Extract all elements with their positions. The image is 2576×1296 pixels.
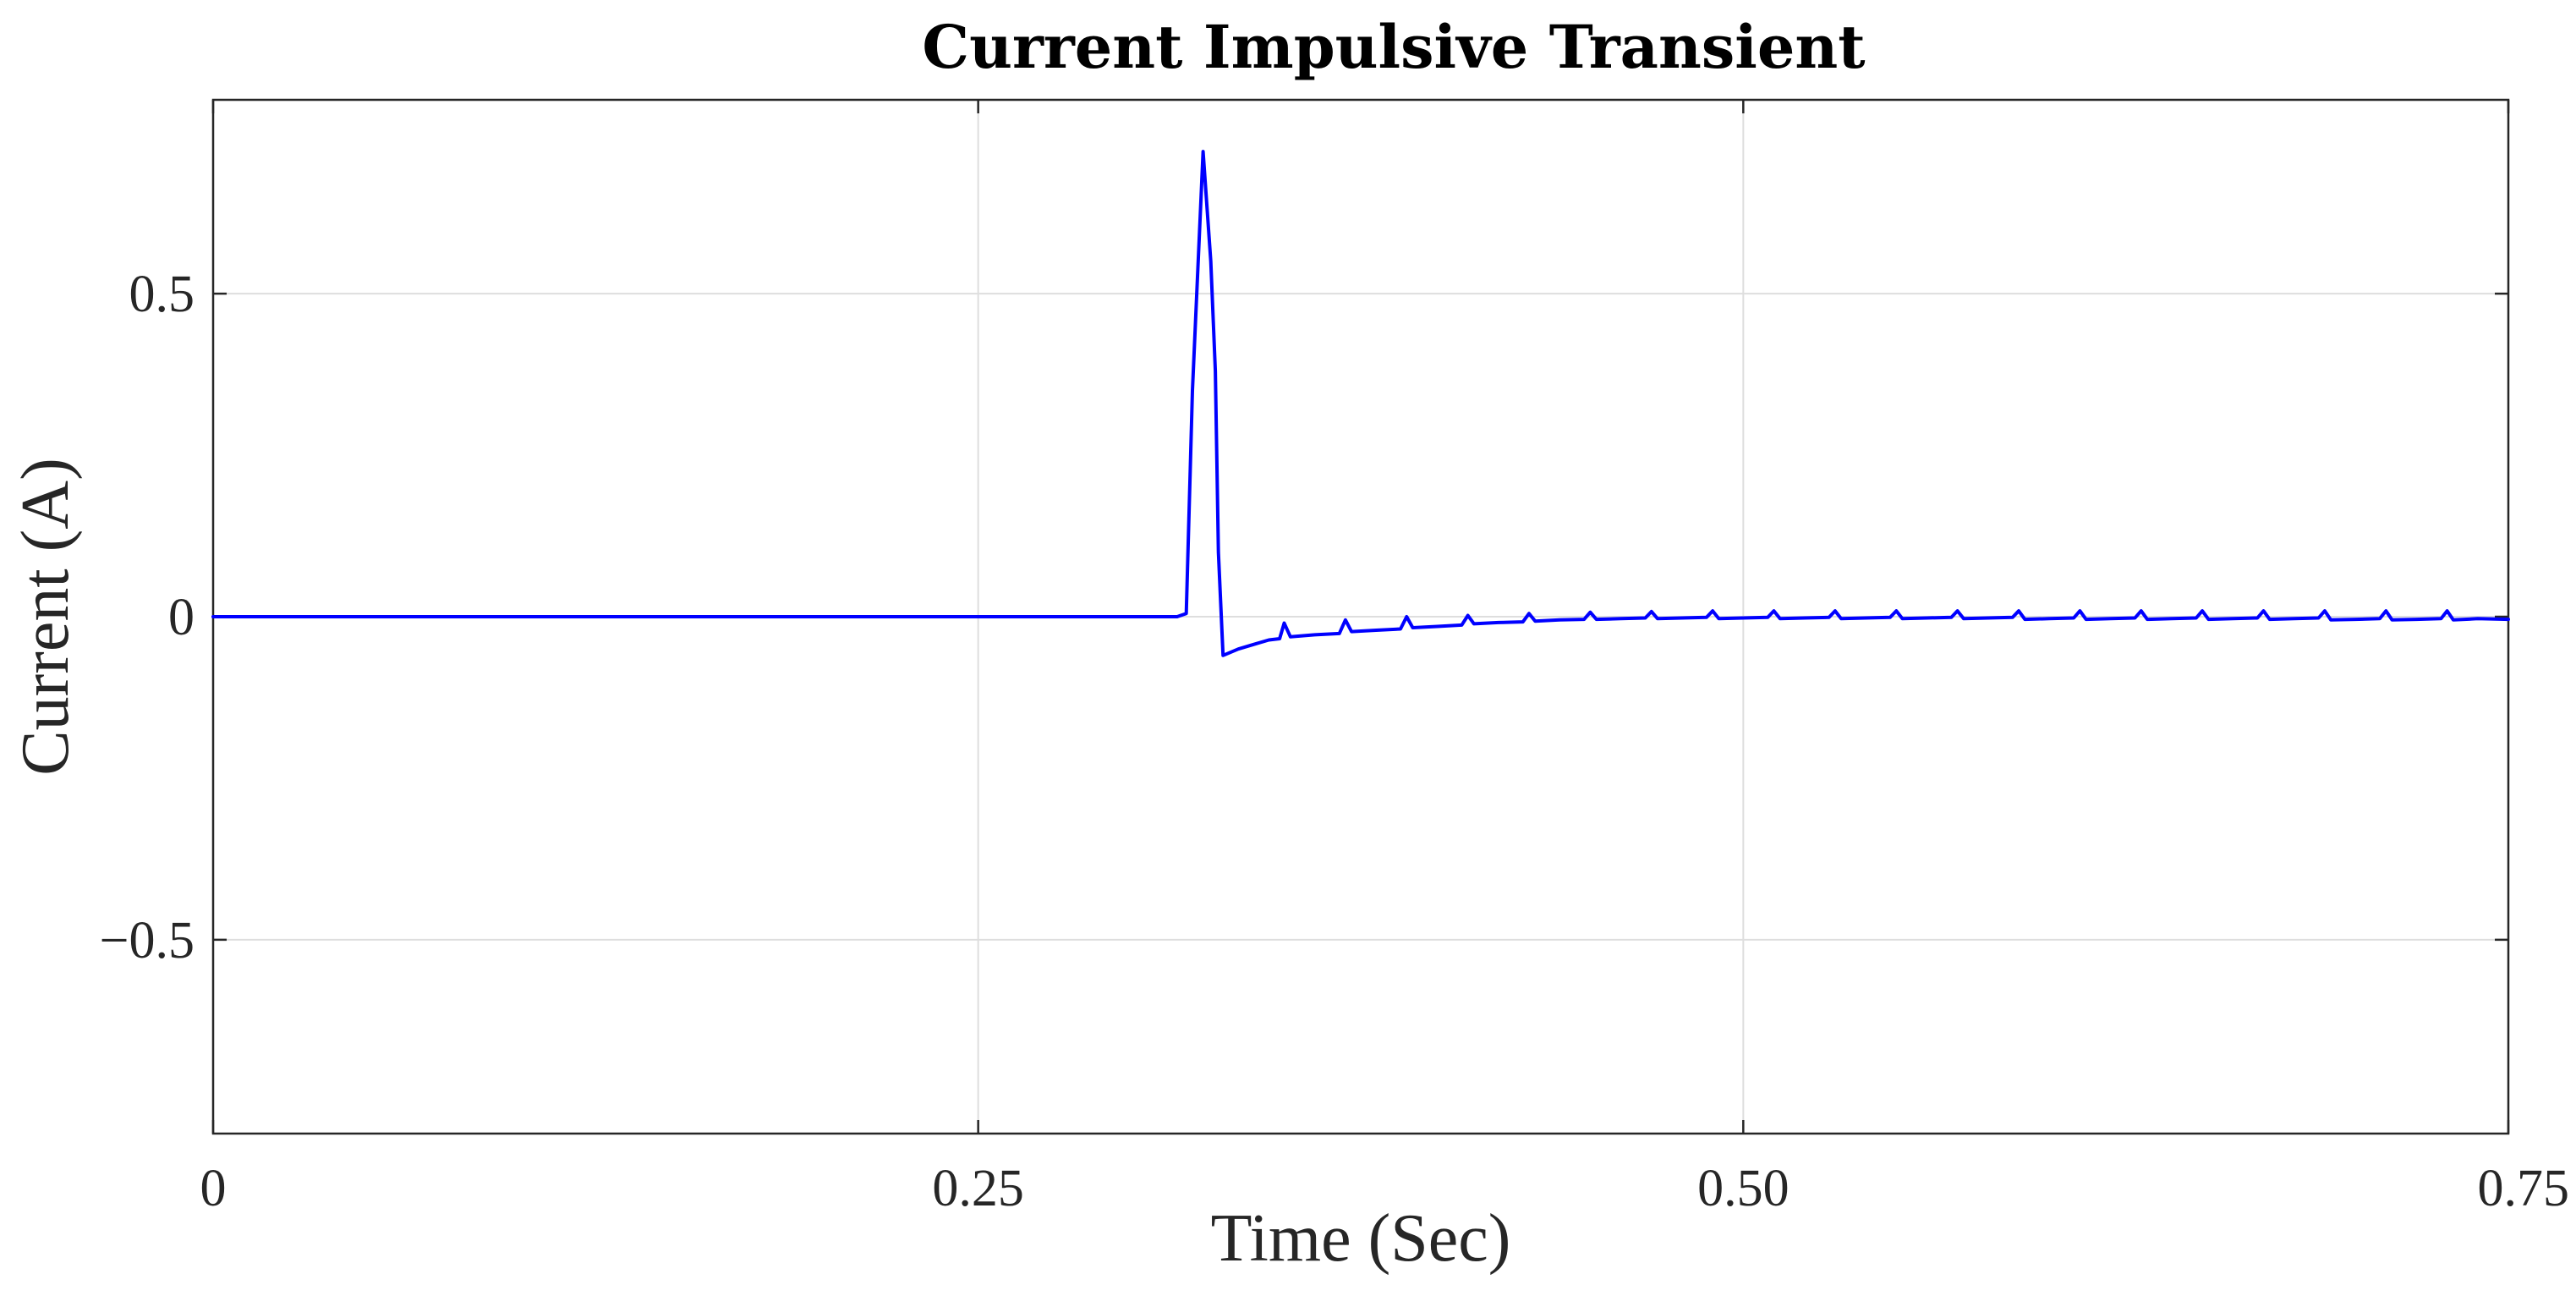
tick-layer: 0 0.25 0.50 0.75 −0.5 0 0.5 [100, 100, 2569, 1217]
x-tick-label: 0.75 [2478, 1160, 2570, 1217]
x-axis-label: Time (Sec) [1211, 1201, 1511, 1276]
chart-title: Current Impulsive Transient [922, 12, 1865, 82]
current-series-line [211, 150, 2510, 657]
x-tick-label: 0.25 [932, 1160, 1024, 1217]
series-layer [211, 150, 2510, 657]
y-axis-label: Current (A) [8, 458, 83, 775]
y-tick-label: 0 [168, 589, 195, 646]
x-tick-label: 0.50 [1697, 1160, 1789, 1217]
y-tick-label: 0.5 [129, 266, 195, 323]
y-tick-label: −0.5 [100, 912, 195, 969]
x-tick-label: 0 [200, 1160, 227, 1217]
